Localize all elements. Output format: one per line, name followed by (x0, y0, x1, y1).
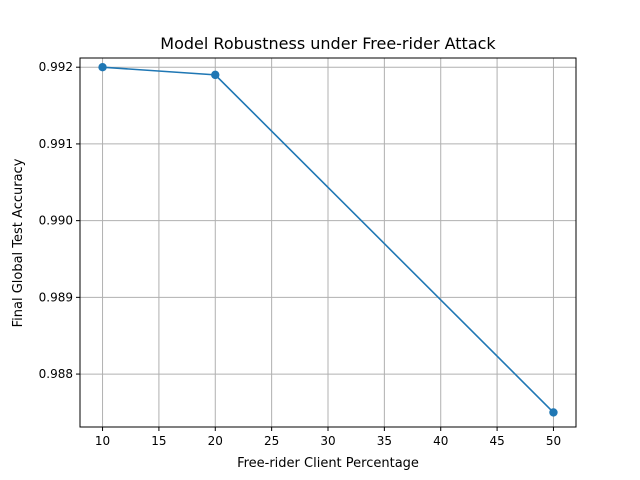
x-tick-label: 20 (208, 434, 223, 448)
x-tick-label: 10 (95, 434, 110, 448)
x-axis-ticks: 10 15 20 25 30 35 40 45 50 (95, 427, 561, 448)
y-tick-label: 0.992 (39, 60, 73, 74)
data-point (549, 408, 558, 417)
x-tick-label: 50 (546, 434, 561, 448)
x-tick-label: 15 (151, 434, 166, 448)
x-axis-label: Free-rider Client Percentage (237, 456, 419, 471)
y-tick-label: 0.988 (39, 367, 73, 381)
grid-lines (80, 58, 576, 427)
x-tick-label: 25 (264, 434, 279, 448)
data-point (211, 70, 220, 80)
y-tick-label: 0.990 (39, 214, 73, 228)
y-tick-label: 0.991 (39, 137, 73, 151)
y-axis-ticks: 0.988 0.989 0.990 0.991 0.992 (39, 60, 80, 381)
x-tick-label: 30 (320, 434, 335, 448)
x-tick-label: 35 (377, 434, 392, 448)
y-axis-label: Final Global Test Accuracy (11, 158, 26, 327)
series-layer (98, 63, 558, 417)
y-tick-label: 0.989 (39, 290, 73, 304)
x-tick-label: 40 (433, 434, 448, 448)
chart-title: Model Robustness under Free-rider Attack (160, 34, 496, 53)
data-point (98, 63, 107, 72)
x-tick-label: 45 (489, 434, 504, 448)
